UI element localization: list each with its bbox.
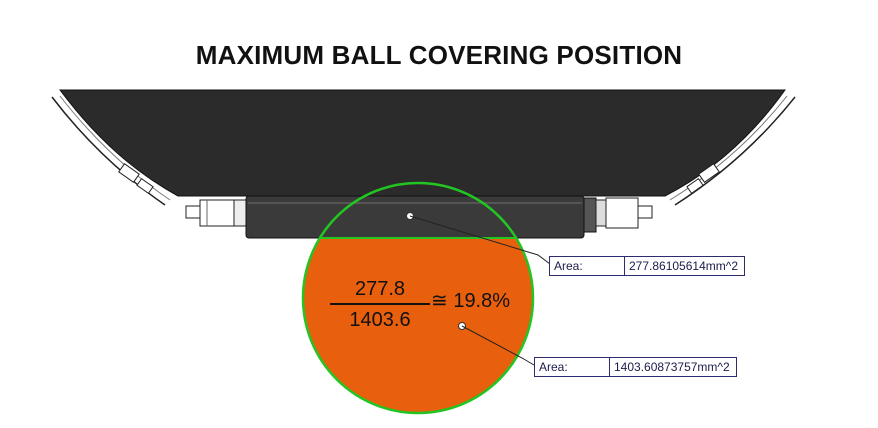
ball-covered-segment <box>302 238 533 414</box>
right-rail-inner <box>669 95 788 201</box>
ratio-fraction: 277.8 1403.6 <box>330 276 430 333</box>
left-bracket <box>118 163 154 194</box>
ball-outline <box>301 181 535 415</box>
right-bracket <box>686 163 720 194</box>
upper-area-label: Area: <box>550 257 625 275</box>
lower-area-value: 1403.60873757mm^2 <box>614 360 730 374</box>
right-rail <box>674 96 796 206</box>
left-rail-inner <box>59 95 171 201</box>
ratio-denominator: 1403.6 <box>349 309 411 331</box>
right-axle-cap <box>583 197 653 233</box>
lower-area-label: Area: <box>535 358 610 376</box>
lower-area-callout: Area: 1403.60873757mm^2 <box>534 357 737 377</box>
left-rail <box>51 96 166 206</box>
ratio-numerator: 277.8 <box>354 278 406 300</box>
upper-area-callout: Area: 277.86105614mm^2 <box>549 256 746 276</box>
ratio-result: ≅ 19.8% <box>431 290 511 312</box>
lower-leader-line <box>461 325 535 366</box>
page-title: MAXIMUM BALL COVERING POSITION <box>195 40 683 70</box>
upper-area-value: 277.86105614mm^2 <box>629 259 739 273</box>
left-axle-cap <box>185 199 247 227</box>
fraction-bar <box>330 303 430 305</box>
upper-leader-line <box>409 215 551 265</box>
robot-body <box>59 89 786 197</box>
